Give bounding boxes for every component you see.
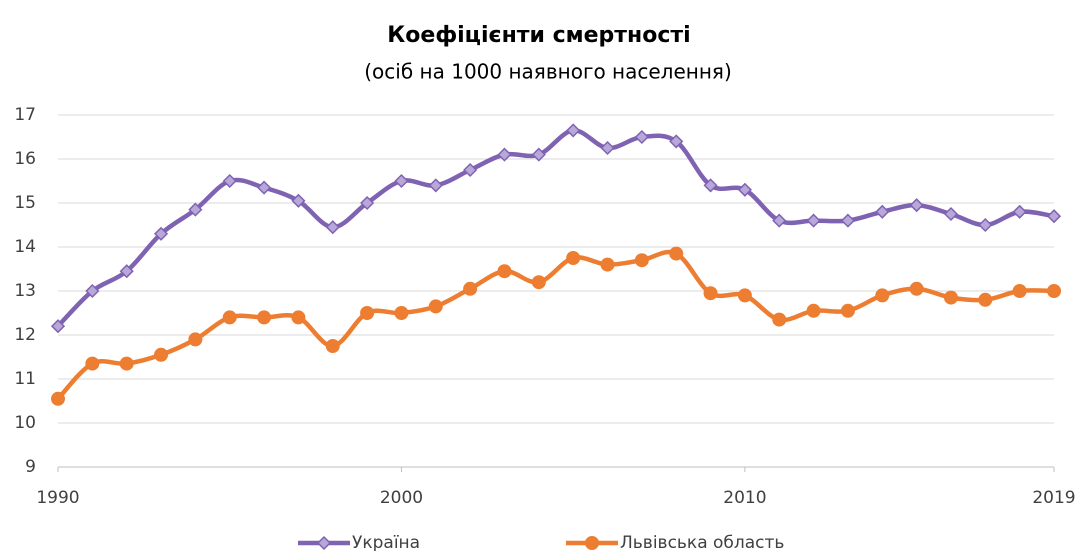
marker xyxy=(634,129,649,145)
marker xyxy=(360,195,375,211)
marker xyxy=(1046,209,1062,224)
legend-label: Україна xyxy=(352,533,420,551)
marker xyxy=(463,162,478,178)
x-tick-label: 2010 xyxy=(723,488,766,508)
legend-label: Львівська область xyxy=(620,533,784,551)
marker xyxy=(85,283,100,299)
y-tick-label: 9 xyxy=(25,457,36,477)
marker xyxy=(634,253,649,268)
marker xyxy=(360,306,375,320)
marker xyxy=(497,264,512,279)
marker xyxy=(394,173,409,189)
legend-marker xyxy=(585,536,599,550)
marker xyxy=(566,251,581,265)
marker xyxy=(291,310,306,325)
y-tick-label: 11 xyxy=(14,369,36,389)
marker xyxy=(51,391,65,406)
marker xyxy=(1012,284,1027,298)
marker xyxy=(566,123,581,138)
marker xyxy=(840,213,855,228)
marker xyxy=(428,178,443,193)
marker xyxy=(943,206,959,222)
marker xyxy=(806,213,821,228)
marker xyxy=(257,180,272,195)
marker xyxy=(153,226,169,241)
marker xyxy=(325,220,340,235)
marker xyxy=(531,147,546,162)
marker xyxy=(840,303,855,318)
y-tick-label: 17 xyxy=(14,105,36,125)
marker xyxy=(909,281,924,296)
marker xyxy=(85,356,100,371)
y-tick-label: 16 xyxy=(14,149,36,169)
marker xyxy=(806,303,821,318)
marker xyxy=(188,332,203,347)
marker xyxy=(497,147,512,162)
marker xyxy=(154,347,169,362)
marker xyxy=(600,140,615,156)
marker xyxy=(669,134,684,149)
series-line xyxy=(56,249,1055,401)
marker xyxy=(50,319,66,334)
marker xyxy=(669,246,684,261)
marker xyxy=(257,310,272,325)
marker xyxy=(875,204,890,219)
marker xyxy=(325,339,340,353)
marker xyxy=(909,198,924,213)
x-tick-label: 1990 xyxy=(36,488,79,508)
marker xyxy=(1047,284,1061,298)
marker xyxy=(978,292,993,307)
marker xyxy=(463,281,478,296)
marker xyxy=(531,275,546,290)
marker xyxy=(428,299,443,314)
series-line xyxy=(56,128,1055,328)
marker xyxy=(737,288,752,303)
y-tick-label: 10 xyxy=(14,413,36,433)
marker xyxy=(978,217,993,233)
marker xyxy=(188,202,203,217)
chart-title: Коефіцієнти смертності xyxy=(387,23,690,48)
marker xyxy=(222,310,237,325)
marker xyxy=(772,213,787,228)
marker xyxy=(737,182,752,197)
x-tick-label: 2000 xyxy=(380,488,423,508)
marker xyxy=(222,173,237,189)
y-tick-label: 14 xyxy=(14,237,36,257)
marker xyxy=(1012,204,1027,219)
legend-marker xyxy=(316,535,332,551)
y-tick-label: 15 xyxy=(14,193,36,213)
x-tick-label: 2019 xyxy=(1032,488,1075,508)
marker xyxy=(772,312,787,327)
marker xyxy=(943,290,958,305)
y-tick-label: 12 xyxy=(14,325,36,345)
y-tick-label: 13 xyxy=(14,281,36,301)
marker xyxy=(119,356,134,371)
marker xyxy=(600,257,615,272)
marker xyxy=(394,306,409,320)
marker xyxy=(291,193,306,208)
marker xyxy=(703,178,718,193)
marker xyxy=(875,288,890,303)
marker xyxy=(703,286,718,301)
chart-subtitle: (осіб на 1000 наявного населення) xyxy=(364,60,732,84)
marker xyxy=(119,264,134,279)
